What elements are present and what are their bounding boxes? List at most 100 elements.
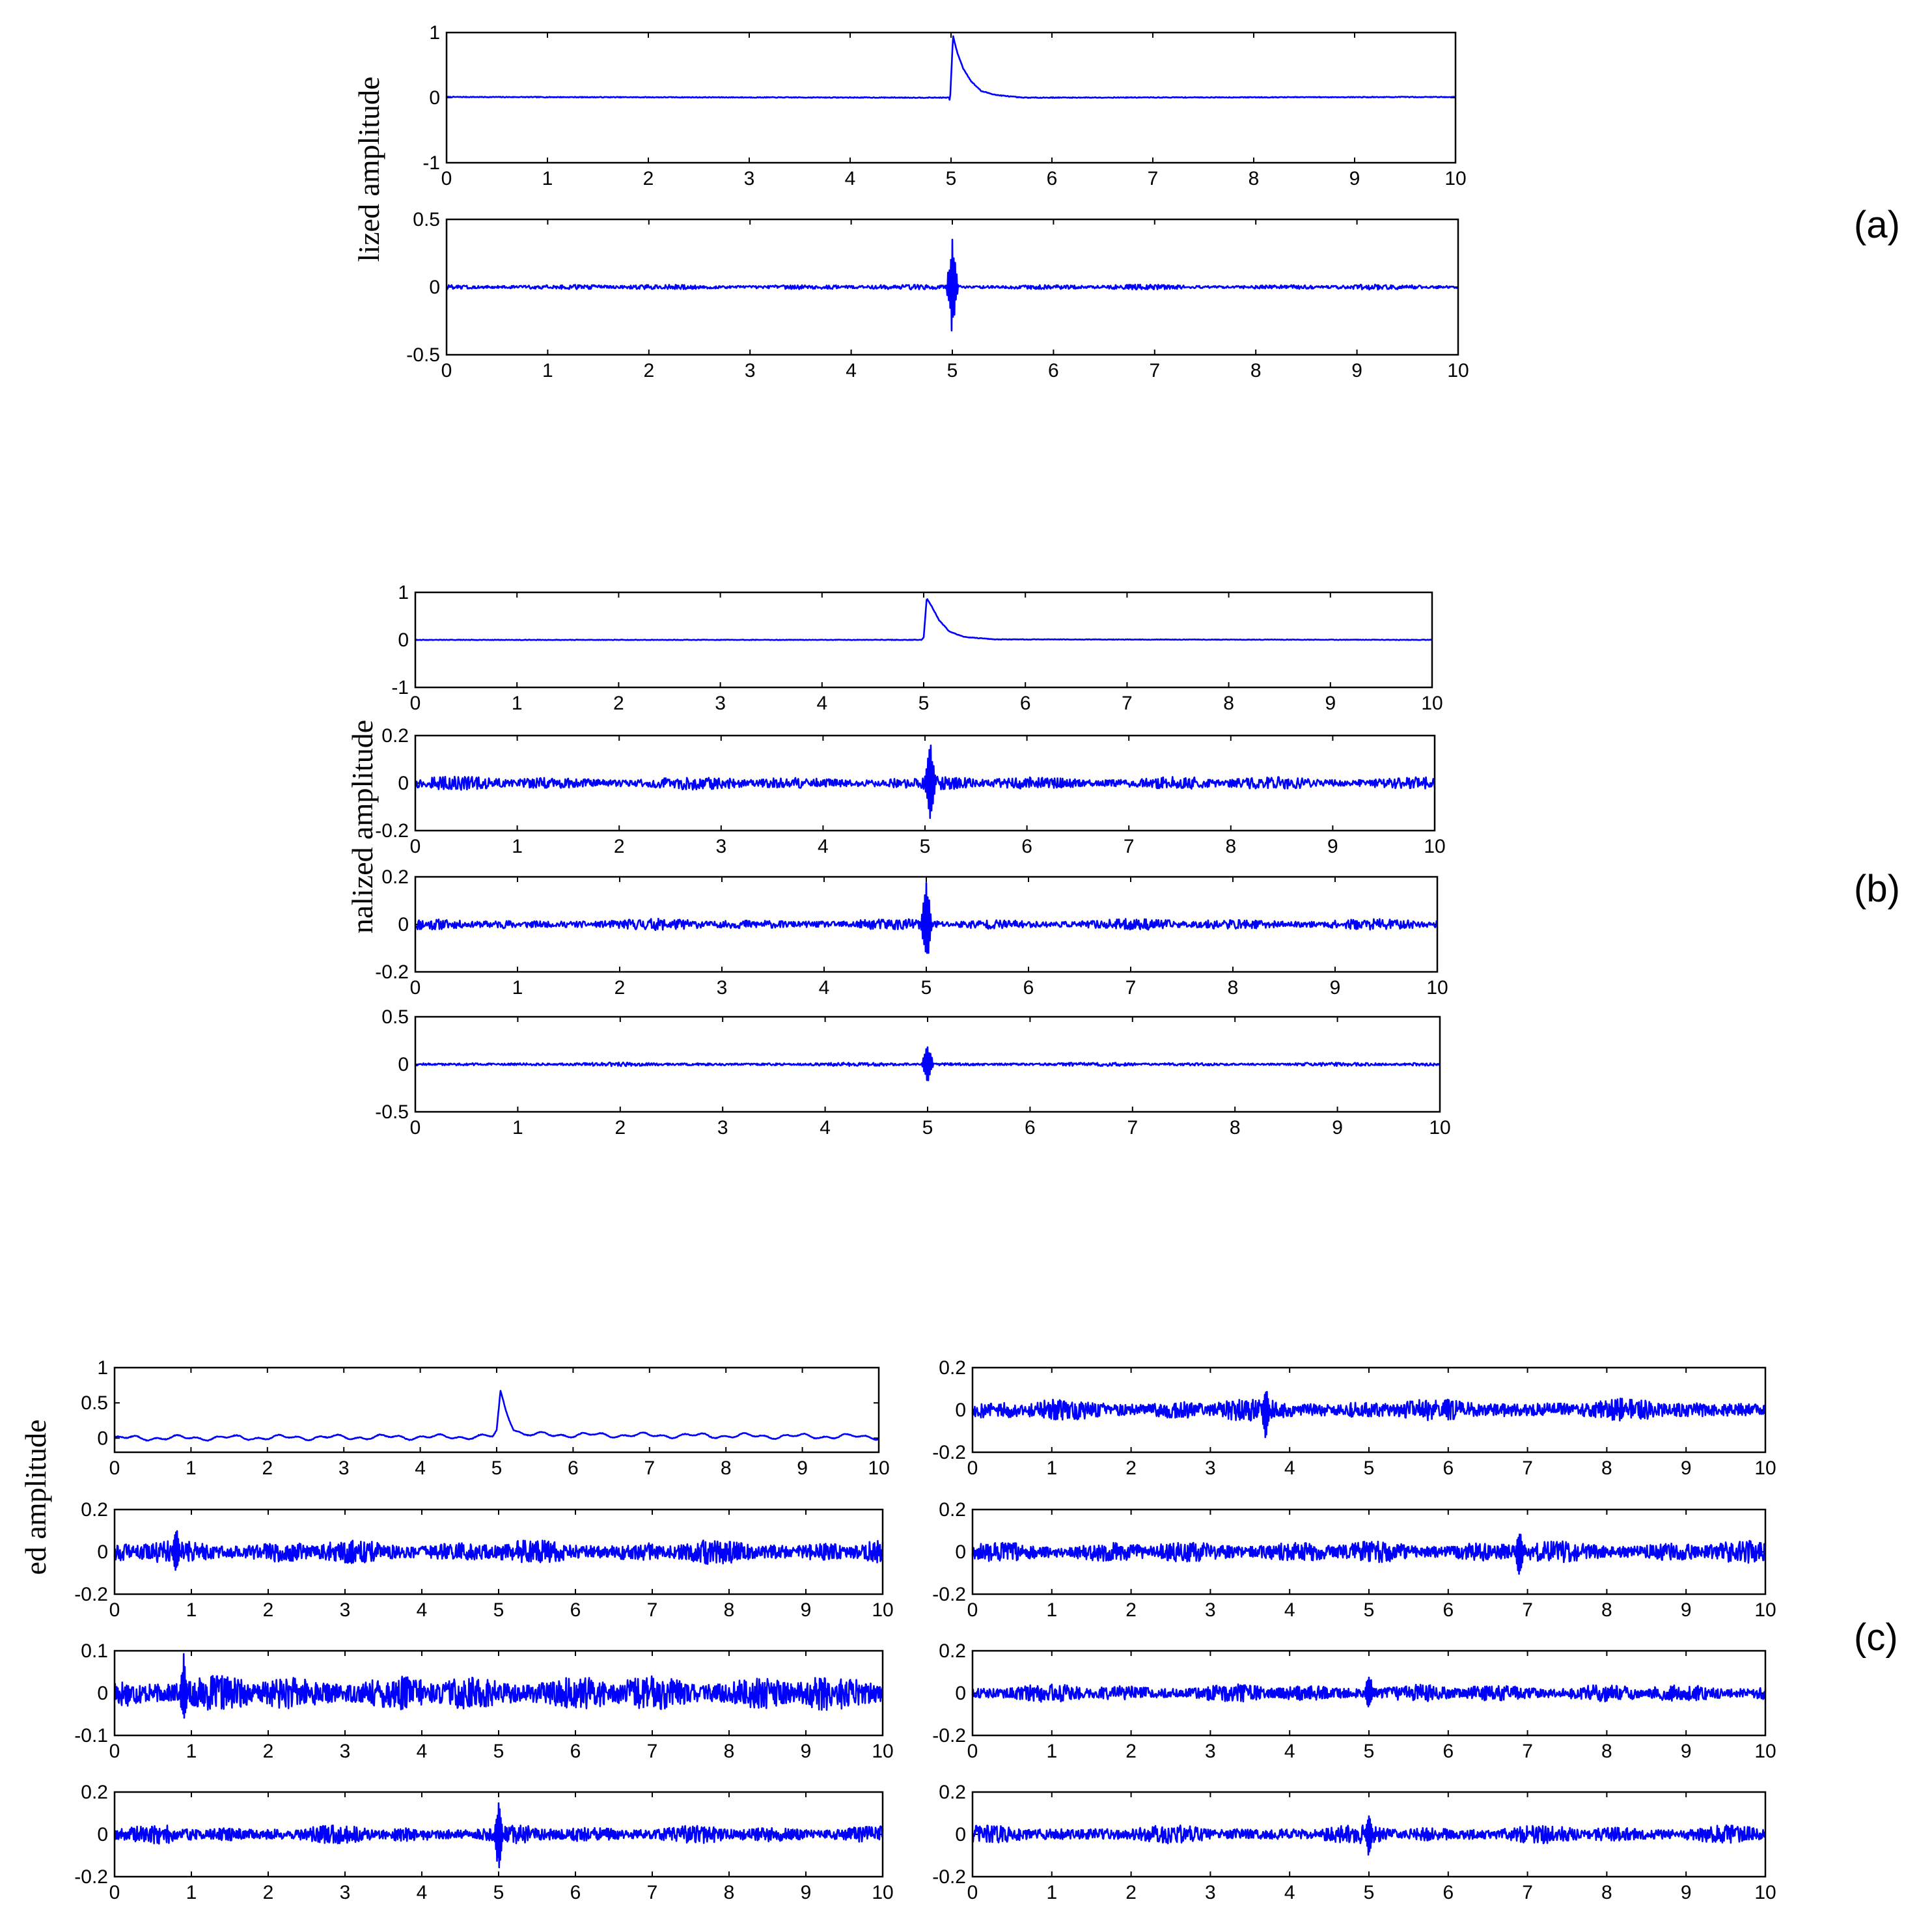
y-tick-label: -0.2: [932, 1725, 966, 1746]
x-tick-label: 9: [1327, 836, 1338, 857]
axes-frame: [414, 734, 1436, 832]
subplot-b-2: 0 1 2 3 4 5 6 7 8 9 100.20-0.2: [375, 725, 1445, 857]
x-tick-label: 8: [1601, 1457, 1612, 1479]
x-tick-label: 5: [1364, 1457, 1375, 1479]
x-tick-label: 5: [491, 1457, 503, 1479]
x-tick-label: 3: [744, 168, 755, 189]
subplot-c-2: 0 1 2 3 4 5 6 7 8 9 100.20-0.2: [932, 1357, 1776, 1479]
x-tick-label: 1: [186, 1599, 197, 1621]
x-tick-label: 10: [868, 1457, 889, 1479]
x-tick-label: 10: [872, 1599, 893, 1621]
subplot-a-2: 0 1 2 3 4 5 6 7 8 9 100.50-0.5: [406, 209, 1469, 381]
x-tick-label: 4: [819, 977, 830, 999]
x-tick-label: 4: [1284, 1599, 1295, 1621]
y-tick-label: -0.2: [74, 1866, 108, 1888]
x-tick-label: 8: [1250, 360, 1262, 381]
x-tick-label: 4: [1284, 1457, 1295, 1479]
x-tick-label: 4: [818, 836, 829, 857]
signal-trace: [971, 1815, 1767, 1856]
x-tick-label: 8: [1228, 977, 1239, 999]
x-tick-label: 6: [570, 1741, 581, 1762]
x-tick-label: 5: [493, 1599, 504, 1621]
x-tick-label: 8: [724, 1741, 735, 1762]
x-tick-label: 1: [512, 977, 523, 999]
signal-trace: [971, 1390, 1767, 1439]
x-tick-label: 10: [1754, 1882, 1776, 1903]
axes-frame: [414, 591, 1433, 689]
x-tick-label: 2: [263, 1741, 274, 1762]
x-tick-label: 1: [186, 1882, 197, 1903]
subplot-c-1: 0 1 2 3 4 5 6 7 8 9 10 1 0.5 0: [81, 1357, 889, 1479]
x-tick-label: 8: [724, 1599, 735, 1621]
axes-frame: [445, 218, 1459, 356]
axes-frame: [971, 1649, 1767, 1737]
y-tick-label: -0.2: [932, 1584, 966, 1605]
panel-label-a: (a): [1854, 204, 1900, 246]
x-tick-label: 4: [1284, 1741, 1295, 1762]
x-tick-label: 10: [872, 1741, 893, 1762]
x-tick-label: 3: [1205, 1882, 1216, 1903]
x-tick-label: 4: [415, 1457, 426, 1479]
x-tick-label: 8: [721, 1457, 732, 1479]
x-tick-label: 9: [1681, 1741, 1692, 1762]
y-tick-label: 0: [398, 773, 409, 794]
axes-frame: [113, 1791, 884, 1878]
x-tick-label: 10: [1754, 1741, 1776, 1762]
x-tick-label: 6: [1025, 1117, 1036, 1138]
x-tick-label: 3: [338, 1457, 350, 1479]
x-tick-label: 5: [1364, 1599, 1375, 1621]
x-tick-label: 5: [493, 1882, 504, 1903]
y-tick-label: -1: [391, 677, 409, 698]
x-tick-label: 2: [614, 836, 625, 857]
x-tick-label: 0: [410, 693, 421, 714]
axes-frame: [113, 1366, 880, 1454]
signal-trace: [415, 744, 1436, 819]
x-tick-label: 7: [647, 1599, 658, 1621]
signal-trace: [113, 1653, 884, 1719]
y-tick-label: 0: [97, 1541, 108, 1563]
x-tick-label: 9: [1681, 1882, 1692, 1903]
x-tick-label: 1: [186, 1457, 197, 1479]
x-tick-label: 7: [1522, 1457, 1533, 1479]
x-tick-label: 7: [1148, 168, 1159, 189]
x-tick-label: 2: [614, 977, 626, 999]
x-tick-label: 3: [715, 693, 726, 714]
x-tick-label: 5: [1364, 1882, 1375, 1903]
y-tick-label: 0.1: [81, 1640, 108, 1662]
x-tick-label: 5: [922, 1117, 933, 1138]
x-tick-label: 4: [845, 168, 856, 189]
subplot-b-3: 0 1 2 3 4 5 6 7 8 9 100.20-0.2: [375, 866, 1448, 999]
y-tick-label: 0: [398, 1054, 409, 1075]
y-tick-label: -0.5: [375, 1101, 409, 1123]
x-tick-label: 9: [801, 1599, 812, 1621]
y-tick-label: 0.2: [381, 866, 409, 888]
subplot-c-6: 0 1 2 3 4 5 6 7 8 9 100.20-0.2: [932, 1640, 1776, 1762]
y-tick-label: 0: [955, 1683, 966, 1704]
axes-frame: [113, 1649, 884, 1737]
x-tick-label: 6: [570, 1599, 581, 1621]
x-tick-label: 0: [109, 1741, 120, 1762]
x-tick-label: 10: [872, 1882, 893, 1903]
x-tick-label: 8: [1223, 693, 1234, 714]
signal-trace: [446, 35, 1456, 101]
y-tick-label: -0.1: [74, 1725, 108, 1746]
panel-label-c: (c): [1854, 1616, 1898, 1659]
x-tick-label: 3: [1205, 1457, 1216, 1479]
x-tick-label: 8: [1601, 1882, 1612, 1903]
x-tick-label: 4: [816, 693, 827, 714]
x-tick-label: 7: [1125, 977, 1137, 999]
axes-frame: [445, 31, 1457, 164]
x-tick-label: 0: [109, 1599, 120, 1621]
y-tick-label: 0.2: [381, 725, 409, 747]
x-tick-label: 6: [1442, 1741, 1454, 1762]
ylabel-a: lized amplitude: [352, 77, 385, 262]
x-tick-label: 2: [1125, 1741, 1137, 1762]
x-tick-label: 2: [613, 693, 624, 714]
x-tick-label: 4: [417, 1741, 428, 1762]
x-tick-label: 7: [1127, 1117, 1138, 1138]
x-tick-label: 6: [1048, 360, 1059, 381]
y-tick-label: 0: [97, 1428, 108, 1449]
y-tick-label: 0.2: [939, 1640, 966, 1662]
